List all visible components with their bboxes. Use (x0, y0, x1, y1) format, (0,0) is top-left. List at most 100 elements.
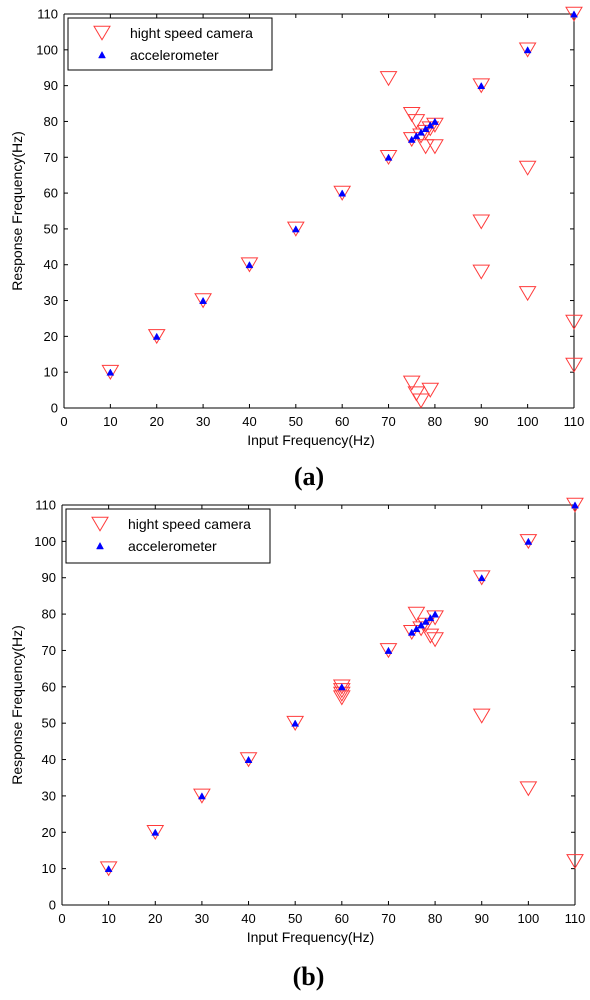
y-tick-label: 30 (44, 293, 58, 308)
legend-label: accelerometer (128, 538, 217, 554)
x-tick-label: 60 (335, 414, 349, 429)
camera-point (147, 329, 166, 345)
legend-accelerometer-marker (98, 50, 106, 59)
y-tick-label: 0 (49, 898, 56, 913)
camera-point (472, 264, 491, 280)
y-tick-label: 30 (42, 788, 56, 803)
y-tick-label: 60 (42, 679, 56, 694)
x-tick-label: 0 (60, 414, 67, 429)
y-tick-label: 20 (42, 825, 56, 840)
y-tick-label: 80 (44, 114, 58, 129)
camera-point (407, 606, 426, 622)
accelerometer-point (421, 124, 430, 133)
accelerometer-point (104, 864, 113, 873)
accelerometer-point (417, 128, 425, 136)
camera-point (565, 357, 583, 373)
y-tick-label: 110 (35, 498, 56, 513)
camera-point (412, 393, 430, 409)
y-axis-title: Response Frequency(Hz) (9, 625, 25, 785)
y-tick-label: 0 (51, 401, 58, 416)
camera-point (566, 497, 584, 513)
camera-point (402, 375, 421, 391)
accelerometer-point (199, 296, 208, 304)
camera-point (472, 78, 491, 94)
panel-label: (b) (293, 962, 325, 991)
x-tick-label: 70 (381, 414, 395, 429)
accelerometer-point (412, 624, 421, 633)
accelerometer-point (151, 828, 160, 836)
camera-point (421, 628, 440, 644)
camera-point (332, 690, 351, 706)
x-axis-title: Input Frequency(Hz) (247, 929, 375, 945)
accelerometer-point (407, 628, 416, 636)
x-tick-label: 20 (148, 911, 162, 926)
accelerometer-point (477, 574, 486, 582)
y-tick-label: 90 (42, 570, 56, 585)
legend-camera-marker (91, 516, 109, 532)
camera-point (518, 160, 537, 176)
accelerometer-point (421, 617, 430, 625)
accelerometer-point (291, 225, 300, 233)
y-tick-label: 50 (44, 221, 58, 236)
x-tick-label: 100 (517, 414, 539, 429)
accelerometer-point (407, 135, 416, 143)
x-tick-label: 110 (564, 414, 585, 429)
y-tick-label: 100 (36, 42, 58, 57)
x-tick-label: 20 (149, 414, 163, 429)
legend-accelerometer-marker (96, 541, 104, 550)
accelerometer-point (430, 117, 439, 125)
accelerometer-point (291, 719, 300, 727)
y-tick-label: 40 (44, 257, 58, 272)
accelerometer-point (245, 261, 254, 269)
camera-point (472, 214, 491, 230)
legend-box (65, 508, 271, 564)
x-tick-label: 10 (101, 911, 115, 926)
accelerometer-point (431, 610, 440, 618)
x-tick-label: 50 (289, 414, 303, 429)
accelerometer-point (570, 10, 578, 18)
x-tick-label: 90 (474, 911, 488, 926)
accelerometer-point (152, 332, 161, 340)
x-tick-label: 0 (58, 911, 65, 926)
accelerometer-point (384, 153, 393, 161)
y-tick-label: 10 (42, 861, 56, 876)
accelerometer-point (571, 501, 579, 509)
accelerometer-point (338, 189, 347, 197)
camera-point (518, 42, 537, 58)
camera-point (379, 71, 398, 87)
accelerometer-point (106, 368, 115, 376)
x-tick-label: 90 (474, 414, 488, 429)
camera-point (379, 149, 398, 166)
y-axis-title: Response Frequency(Hz) (9, 131, 25, 291)
camera-point (565, 314, 583, 330)
camera-point (566, 854, 584, 870)
chart-panel-b: 0 10 20 30 40 50 60 70 80 90 100 110 0 10 20 30 40 50 60 70… (9, 498, 585, 992)
legend-label: hight speed camera (128, 516, 251, 532)
camera-point (146, 824, 165, 841)
camera-point (101, 364, 120, 380)
accelerometer-point (384, 646, 393, 654)
camera-point (565, 6, 583, 22)
x-tick-label: 70 (381, 911, 395, 926)
accelerometer-point (244, 755, 253, 763)
y-tick-label: 20 (44, 329, 58, 344)
accelerometer-point (412, 132, 421, 140)
camera-point (193, 788, 211, 804)
camera-point (286, 221, 305, 237)
accelerometer-point (477, 81, 486, 90)
y-tick-label: 10 (44, 365, 58, 380)
camera-point (426, 139, 444, 155)
accelerometer-point (523, 46, 532, 54)
camera-point (472, 708, 491, 724)
x-tick-label: 100 (518, 911, 540, 926)
accelerometer-point (426, 614, 435, 622)
camera-point (426, 632, 444, 648)
camera-point (379, 643, 398, 659)
camera-point (239, 752, 258, 768)
x-tick-label: 110 (565, 911, 586, 926)
y-tick-label: 60 (44, 186, 58, 201)
legend-label: accelerometer (130, 47, 219, 63)
accelerometer-point (197, 792, 206, 800)
accelerometer-point (426, 121, 435, 129)
chart-panel-a: 0 10 20 30 40 50 60 70 80 90 100 110 0 10 20 30 40 50 60 70… (9, 7, 584, 492)
